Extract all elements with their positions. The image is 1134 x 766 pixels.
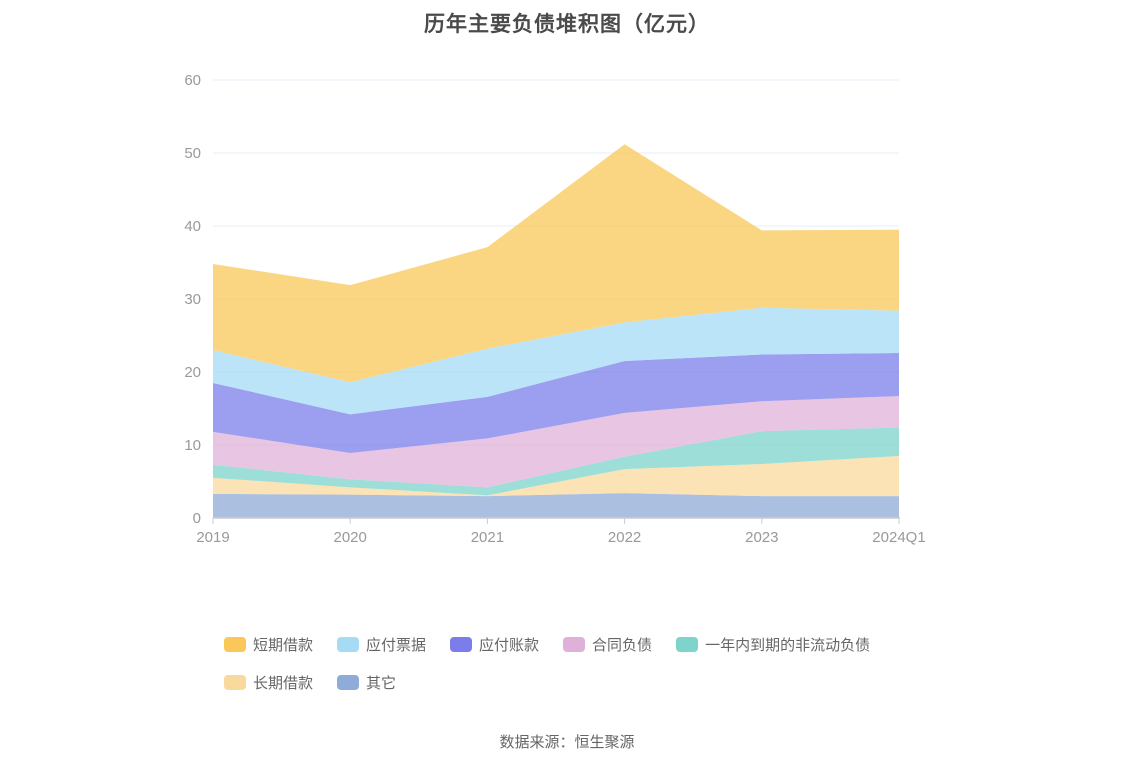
- y-tick-label-30: 30: [184, 291, 201, 308]
- x-tick-label-2020: 2020: [334, 529, 367, 546]
- legend-item-contract-liabilities[interactable]: 合同负债: [563, 634, 652, 655]
- x-tick-label-2022: 2022: [608, 529, 641, 546]
- legend-item-long-term-borrowings[interactable]: 长期借款: [224, 672, 313, 693]
- y-tick-label-60: 60: [184, 72, 201, 89]
- legend-row-1: 短期借款 应付票据 应付账款 合同负债 一年内到期的非流动负债: [224, 634, 894, 657]
- legend-item-notes-payable[interactable]: 应付票据: [337, 634, 426, 655]
- y-tick-label-40: 40: [184, 218, 201, 235]
- y-tick-label-10: 10: [184, 437, 201, 454]
- area-non-current-liabilities-due-within-one-year: [213, 427, 899, 496]
- legend-item-short-term-borrowings[interactable]: 短期借款: [224, 634, 313, 655]
- x-tick-label-2024Q1: 2024Q1: [872, 529, 925, 546]
- legend-label-accounts-payable: 应付账款: [479, 637, 540, 654]
- legend-swatch-contract-liabilities: [563, 637, 586, 652]
- legend-label-contract-liabilities: 合同负债: [592, 637, 653, 654]
- legend-item-accounts-payable[interactable]: 应付账款: [450, 634, 539, 655]
- x-tick-label-2019: 2019: [196, 529, 229, 546]
- legend-item-non-current-liabilities-due-within-one-year[interactable]: 一年内到期的非流动负债: [676, 634, 870, 655]
- area-others: [213, 493, 899, 518]
- legend: 短期借款 应付票据 应付账款 合同负债 一年内到期的非流动负债长期借款 其它: [224, 634, 894, 710]
- legend-label-others: 其它: [366, 675, 397, 692]
- y-tick-label-0: 0: [193, 510, 201, 527]
- area-short-term-borrowings: [213, 144, 899, 383]
- legend-swatch-short-term-borrowings: [224, 637, 246, 652]
- area-notes-payable: [213, 307, 899, 415]
- data-source-note: 数据来源：恒生聚源: [499, 734, 635, 751]
- legend-swatch-long-term-borrowings: [224, 675, 246, 690]
- chart-title: 历年主要负债堆积图（亿元）: [424, 13, 710, 36]
- x-tick-label-2021: 2021: [471, 529, 504, 546]
- y-tick-label-20: 20: [184, 364, 201, 381]
- chart-svg: 0 10 20 30 40 50 60 2019 2020 2021 2022 2023 2024Q1: [184, 72, 925, 546]
- x-tick-label-2023: 2023: [745, 529, 778, 546]
- legend-label-notes-payable: 应付票据: [366, 637, 427, 654]
- y-tick-label-50: 50: [184, 145, 201, 162]
- area-long-term-borrowings: [213, 455, 899, 497]
- legend-item-others[interactable]: 其它: [337, 672, 396, 693]
- legend-swatch-others: [337, 675, 360, 690]
- legend-row-2: 长期借款 其它: [224, 672, 894, 695]
- area-accounts-payable: [213, 353, 899, 454]
- legend-label-short-term-borrowings: 短期借款: [253, 637, 314, 654]
- area-contract-liabilities: [213, 396, 899, 488]
- legend-swatch-notes-payable: [337, 637, 360, 652]
- legend-label-non-current-liabilities-due-within-one-year: 一年内到期的非流动负债: [705, 637, 871, 654]
- legend-swatch-accounts-payable: [450, 637, 473, 652]
- legend-swatch-non-current-liabilities-due-within-one-year: [676, 637, 699, 652]
- legend-label-long-term-borrowings: 长期借款: [253, 675, 314, 692]
